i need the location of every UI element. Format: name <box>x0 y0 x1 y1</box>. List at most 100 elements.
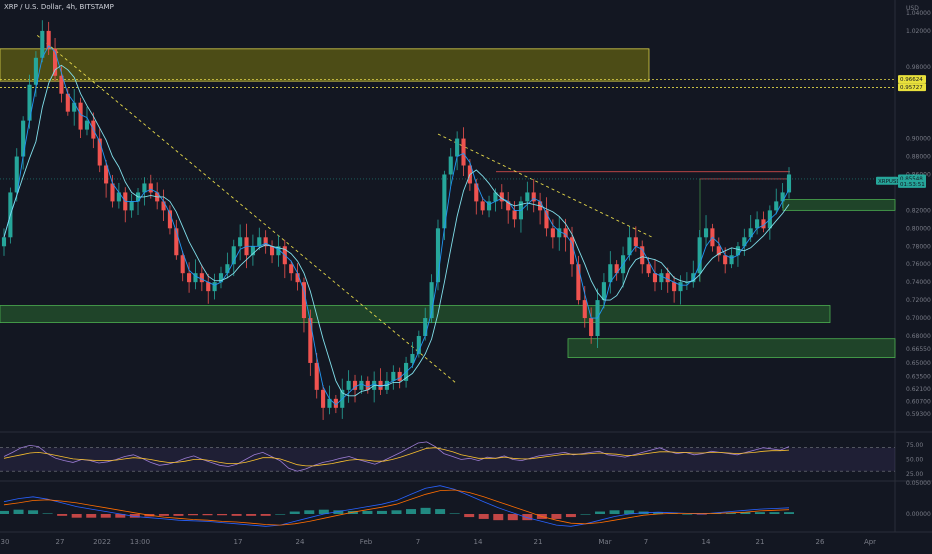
candle-body <box>442 174 447 229</box>
macd-histogram-bar <box>187 514 198 516</box>
candle-body <box>193 273 198 283</box>
price-tick-label: 0.68000 <box>906 333 931 340</box>
candle-body <box>59 75 64 94</box>
candle-body <box>423 318 428 337</box>
price-tick-label: 0.90000 <box>906 136 931 143</box>
candle-body <box>627 237 632 256</box>
zone-demand <box>567 338 896 358</box>
candle-body <box>525 192 530 202</box>
candle-body <box>27 84 32 121</box>
candle-body <box>557 228 562 238</box>
candle-body <box>365 380 370 390</box>
candle-body <box>697 237 702 274</box>
macd-histogram-bar <box>42 513 53 514</box>
price-tick-label: 0.82000 <box>906 207 931 214</box>
candle-body <box>276 246 281 256</box>
candle-body <box>116 192 121 202</box>
macd-histogram-bar <box>202 514 213 516</box>
candle-body <box>474 183 479 202</box>
candle-body <box>729 255 734 265</box>
candle-body <box>206 282 211 292</box>
candle-body <box>104 165 109 184</box>
price-tick-label: 0.60700 <box>906 399 931 406</box>
macd-histogram-bar <box>725 512 736 514</box>
candle-body <box>748 228 753 238</box>
macd-histogram-bar <box>565 514 576 518</box>
candle-body <box>72 102 77 112</box>
candle-body <box>601 282 606 301</box>
macd-histogram-bar <box>100 514 111 518</box>
macd-histogram-bar <box>362 510 373 514</box>
candle-body <box>289 264 294 274</box>
candle-body <box>97 138 102 166</box>
price-tick-label: 0.65000 <box>906 360 931 367</box>
candle-body <box>46 30 51 49</box>
candle-body <box>633 237 638 247</box>
macd-histogram-bar <box>420 507 431 514</box>
candle-body <box>716 246 721 256</box>
macd-histogram-bar <box>318 509 329 514</box>
time-tick-label: Apr <box>864 538 876 546</box>
price-tag <box>876 176 898 185</box>
candle-body <box>52 48 58 76</box>
price-tick-label: 0.78000 <box>906 243 931 250</box>
candle-body <box>263 237 268 247</box>
candle-body <box>225 264 230 274</box>
candle-body <box>218 273 224 283</box>
candle-body <box>499 192 504 202</box>
price-tick-label: 0.66550 <box>906 346 931 353</box>
price-tick-label: 0.74000 <box>906 279 931 286</box>
rsi-line <box>3 441 790 472</box>
candle-body <box>652 273 658 283</box>
time-tick-label: Mar <box>598 538 611 546</box>
macd-histogram-bar <box>784 512 794 514</box>
time-tick-label: 7 <box>416 538 420 546</box>
candle-body <box>308 318 313 363</box>
candle-body <box>563 228 568 238</box>
macd-histogram-bar <box>522 514 533 521</box>
price-tag <box>898 83 926 92</box>
candle-body <box>231 246 236 265</box>
candle-body <box>40 30 45 58</box>
macd-histogram-bar <box>275 514 286 515</box>
time-tick-label: 14 <box>702 538 711 546</box>
candle-body <box>435 228 441 283</box>
macd-histogram-bar <box>624 510 635 514</box>
macd-histogram-bar <box>653 512 664 514</box>
candle-body <box>786 174 792 193</box>
price-tick-label: 0.59300 <box>906 411 931 418</box>
macd-histogram-bar <box>551 514 562 519</box>
price-tick-label: 0.63500 <box>906 373 931 380</box>
candle-body <box>640 246 645 265</box>
rsi-tick-label: 25.00 <box>906 471 923 478</box>
time-tick-label: 30 <box>1 538 10 546</box>
price-tick-label: 0.88000 <box>906 154 931 161</box>
time-tick-label: 21 <box>534 538 543 546</box>
candle-body <box>582 300 587 319</box>
candle-body <box>659 273 664 283</box>
candle-body <box>608 264 613 283</box>
macd-histogram-bar <box>376 510 387 514</box>
candle-body <box>110 183 115 202</box>
price-tick-label: 0.80000 <box>906 225 931 232</box>
macd-histogram-bar <box>86 514 97 518</box>
macd-histogram-bar <box>0 510 9 514</box>
candle-body <box>486 201 492 211</box>
time-tick-label: 13:00 <box>130 538 150 546</box>
candle-body <box>21 120 26 157</box>
candle-body <box>148 183 153 193</box>
candle-body <box>416 336 421 354</box>
macd-histogram-bar <box>158 514 169 516</box>
candle-body <box>512 210 517 220</box>
candle-body <box>678 282 683 292</box>
zone-supply <box>0 48 650 82</box>
candle-body <box>129 201 134 211</box>
rsi-band <box>0 447 895 472</box>
time-tick-label: 2022 <box>93 538 111 546</box>
candle-body <box>269 246 275 256</box>
time-tick-label: 7 <box>644 538 648 546</box>
candle-body <box>589 318 594 337</box>
candle-body <box>576 264 581 301</box>
